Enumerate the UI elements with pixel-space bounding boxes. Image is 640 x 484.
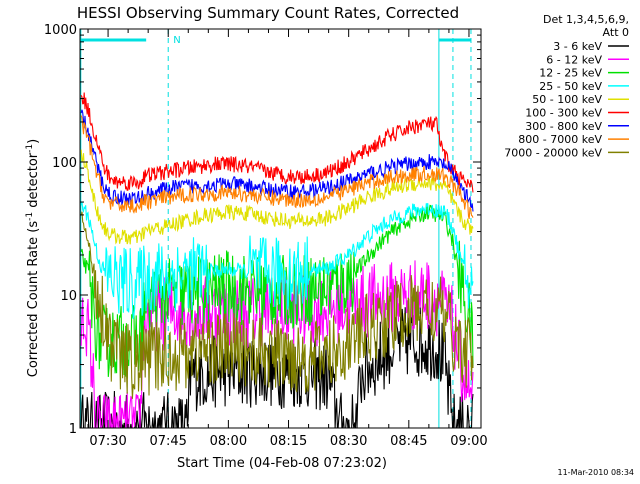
x-tick-label: 08:15 <box>270 434 307 449</box>
series-line-7 <box>80 115 474 220</box>
y-axis-label: Corrected Count Rate (s-1 detector-1) <box>25 139 41 377</box>
plot-frame <box>79 28 482 429</box>
legend-header-line-1: Det 1,3,4,5,6,9, <box>543 13 629 26</box>
legend-label: 3 - 6 keV <box>553 40 602 53</box>
legend-label: 25 - 50 keV <box>539 80 602 93</box>
series-line-0 <box>80 307 474 428</box>
series-line-4 <box>80 149 474 245</box>
footer-date: 11-Mar-2010 08:34 <box>558 468 635 477</box>
series-line-3 <box>80 201 474 320</box>
legend-label: 7000 - 20000 keV <box>504 146 602 159</box>
legend-label: 50 - 100 keV <box>532 93 602 106</box>
x-axis-label: Start Time (04-Feb-08 07:23:02) <box>177 456 387 471</box>
y-tick-label: 1 <box>69 422 77 437</box>
series-layer <box>80 92 474 428</box>
x-tick-label: 09:00 <box>450 434 487 449</box>
legend-label: 300 - 800 keV <box>525 120 602 133</box>
y-tick-label: 100 <box>52 156 77 171</box>
legend-label: 6 - 12 keV <box>546 53 602 66</box>
series-line-5 <box>80 92 474 193</box>
night-label: N <box>173 35 180 46</box>
axes: 1 10 100 1000 07:30 07:45 08:00 08:15 08:30 08:45… <box>44 23 488 449</box>
y-tick-label: 10 <box>60 289 77 304</box>
x-tick-label: 08:30 <box>330 434 367 449</box>
x-tick-label: 07:45 <box>149 434 186 449</box>
series-group <box>80 92 474 428</box>
legend-label: 12 - 25 keV <box>539 67 602 80</box>
x-tick-label: 08:45 <box>390 434 427 449</box>
chart-title: HESSI Observing Summary Count Rates, Cor… <box>77 4 459 22</box>
series-line-8 <box>80 211 474 399</box>
x-tick-label: 07:30 <box>89 434 126 449</box>
legend-header-line-2: Att 0 <box>603 26 629 39</box>
legend-label: 100 - 300 keV <box>525 107 602 120</box>
x-tick-label: 08:00 <box>210 434 247 449</box>
legend-label: 800 - 7000 keV <box>518 133 602 146</box>
series-line-6 <box>80 109 474 212</box>
y-tick-label: 1000 <box>44 23 77 38</box>
